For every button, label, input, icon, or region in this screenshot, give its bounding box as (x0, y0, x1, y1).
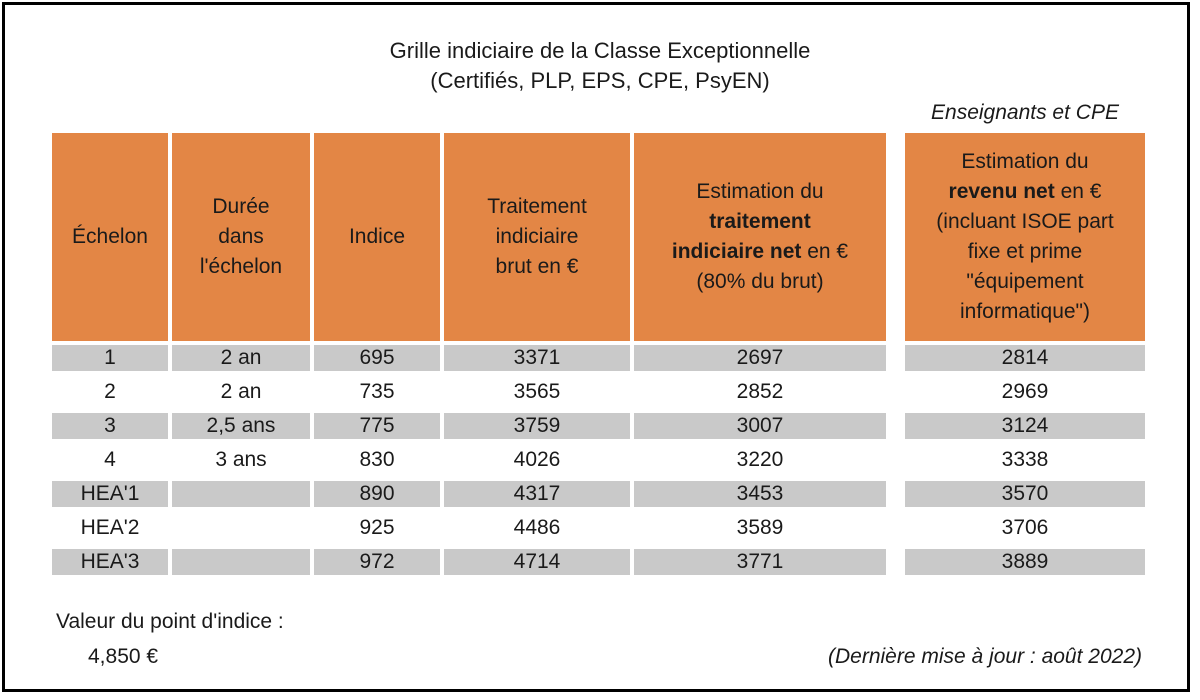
cell-net: 3453 (634, 481, 886, 507)
header-revenu-line-6: informatique") (959, 300, 1090, 323)
cell-brut: 3565 (513, 380, 561, 403)
cell-brut: 3759 (444, 413, 630, 439)
cell-brut: 4714 (444, 549, 630, 575)
page-frame (2, 2, 1190, 692)
cell-duree: 3 ans (215, 448, 267, 471)
cell-indice: 775 (314, 413, 440, 439)
cell-indice: 735 (359, 380, 395, 403)
cell-brut: 4317 (444, 481, 630, 507)
cell-revenu: 3889 (905, 549, 1145, 575)
header-revenu-line-3: (incluant ISOE part (936, 210, 1114, 233)
cell-revenu: 3338 (1001, 448, 1049, 471)
cell-brut: 4026 (513, 448, 561, 471)
title-line-2: (Certifiés, PLP, EPS, CPE, PsyEN) (430, 68, 770, 93)
cell-net: 2697 (634, 345, 886, 371)
header-echelon-text: Échelon (72, 225, 148, 248)
cell-duree: 2,5 ans (172, 413, 310, 439)
header-brut-line-1: Traitement (487, 195, 587, 218)
cell-net: 3771 (634, 549, 886, 575)
header-echelon: Échelon (52, 133, 168, 341)
header-traitement-brut: Traitement indiciaire brut en € (444, 133, 630, 341)
cell-net: 3007 (634, 413, 886, 439)
cell-brut: 3371 (444, 345, 630, 371)
cell-duree (172, 515, 310, 541)
header-net-line-4: (80% du brut) (696, 270, 824, 293)
page-title: Grille indiciaire de la Classe Exception… (0, 36, 1200, 96)
header-net-bold-2: indiciaire net (671, 240, 802, 263)
cell-echelon: HEA'3 (52, 549, 168, 575)
cell-indice: 830 (359, 448, 395, 471)
header-brut-line-3: brut en € (495, 255, 579, 278)
cell-revenu: 3706 (1001, 516, 1049, 539)
header-revenu-net: Estimation du revenu net en € (incluant … (905, 133, 1145, 341)
header-net-tail: en € (801, 240, 849, 263)
header-duree-line-2: dans (218, 225, 264, 248)
cell-net: 2852 (736, 380, 784, 403)
cell-revenu: 2969 (1001, 380, 1049, 403)
cell-duree: 2 an (172, 345, 310, 371)
cell-duree (172, 481, 310, 507)
cell-revenu: 2814 (905, 345, 1145, 371)
cell-echelon: HEA'1 (52, 481, 168, 507)
header-revenu-bold: revenu net (948, 180, 1055, 203)
title-line-1: Grille indiciaire de la Classe Exception… (389, 38, 811, 63)
cell-net: 3220 (736, 448, 784, 471)
cell-indice: 695 (314, 345, 440, 371)
cell-echelon: 2 (104, 380, 116, 403)
cell-revenu: 3124 (905, 413, 1145, 439)
header-duree-line-3: l'échelon (199, 255, 283, 278)
last-update: (Dernière mise à jour : août 2022) (828, 645, 1142, 668)
cell-brut: 4486 (513, 516, 561, 539)
cell-indice: 972 (314, 549, 440, 575)
header-revenu-line-5: "équipement (966, 270, 1084, 293)
cell-echelon: 4 (104, 448, 116, 471)
cell-duree (172, 549, 310, 575)
header-brut-line-2: indiciaire (495, 225, 579, 248)
cell-duree: 2 an (220, 380, 262, 403)
point-indice-value: 4,850 € (88, 645, 159, 668)
header-net-bold-1: traitement (709, 210, 811, 233)
header-revenu-line-1: Estimation du (961, 150, 1089, 173)
header-revenu-tail: en € (1054, 180, 1102, 203)
cell-echelon: 3 (52, 413, 168, 439)
cell-echelon: 1 (52, 345, 168, 371)
cell-indice: 925 (359, 516, 395, 539)
header-traitement-net: Estimation du traitement indiciaire net … (634, 133, 886, 341)
cell-echelon: HEA'2 (80, 516, 140, 539)
point-indice-label: Valeur du point d'indice : (56, 610, 284, 633)
header-net-line-1: Estimation du (696, 180, 824, 203)
header-duree: Durée dans l'échelon (172, 133, 310, 341)
cell-revenu: 3570 (905, 481, 1145, 507)
header-revenu-line-4: fixe et prime (967, 240, 1083, 263)
audience-label: Enseignants et CPE (931, 101, 1119, 124)
cell-indice: 890 (314, 481, 440, 507)
cell-net: 3589 (736, 516, 784, 539)
header-indice-text: Indice (348, 225, 406, 248)
header-duree-line-1: Durée (212, 195, 270, 218)
header-indice: Indice (314, 133, 440, 341)
